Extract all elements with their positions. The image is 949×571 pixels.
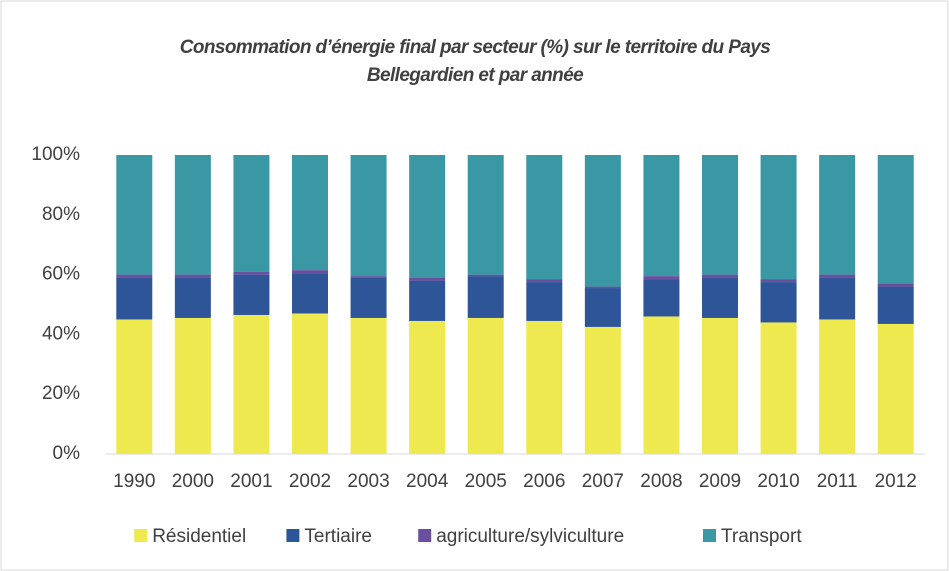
legend-swatch [418,529,432,542]
bar-segment [233,274,270,315]
bar-segment [116,155,153,275]
x-tick-label: 2002 [289,471,331,492]
bar-segment [292,313,328,454]
bar-segment [350,155,387,277]
bar-segment [819,277,856,320]
legend-swatch [703,529,716,542]
x-tick-label: 2006 [523,471,565,492]
y-tick-label: 40% [42,323,80,344]
x-tick-label: 2005 [465,471,507,492]
bar-segment [350,277,387,318]
bar-segment [467,155,504,275]
bar-segment [292,270,328,274]
x-tick-label: 2004 [406,471,449,492]
bar-segment [174,277,211,318]
bar-segment [819,155,856,275]
bar-segment [409,155,446,278]
bar-segment [877,286,914,324]
bar-segment [584,326,621,454]
y-tick-label: 60% [42,264,80,285]
bar-segment [877,323,914,454]
legend-label: agriculture/sylviculture [436,526,624,547]
bar-segment [819,274,856,278]
x-tick-label: 2011 [817,471,858,492]
bar-segment [643,155,680,277]
bar-segment [116,277,153,320]
bar-segment [702,274,738,278]
bar-segment [760,155,797,280]
bar-segment [584,286,621,289]
bar-segment [467,276,504,318]
x-tick-label: 2007 [582,471,624,492]
bar-segment [233,155,270,272]
x-tick-label: 1990 [113,471,155,492]
bar-segment [877,155,914,284]
bar-segment [643,279,680,317]
legend-swatch [134,529,148,542]
y-tick-label: 20% [42,383,80,404]
bar-segment [526,279,563,283]
bar-segment [174,155,211,275]
bar-segment [526,155,563,280]
bar-segment [409,280,446,321]
bar-segment [292,273,328,314]
bar-segment [467,317,504,454]
legend-swatch [286,529,300,542]
bar-segment [819,319,856,454]
bar-segment [233,271,270,275]
bar-segment [292,155,328,271]
y-tick-label: 100% [31,144,80,165]
bar-segment [760,282,797,323]
legend-label: Tertiaire [304,526,372,547]
bar-segment [584,288,621,327]
bar-segment [174,274,211,278]
x-tick-label: 2001 [230,471,272,492]
bar-segment [174,317,211,454]
legend-label: Résidentiel [152,526,246,547]
x-tick-label: 2008 [640,471,682,492]
y-tick-label: 0% [53,443,81,464]
y-tick-label: 80% [42,204,80,225]
chart-title: Consommation d’énergie final par secteur… [179,37,771,86]
bar-segment [702,277,738,318]
bar-segment [409,277,446,281]
x-tick-label: 2012 [875,471,917,492]
x-tick-label: 2003 [347,471,389,492]
bar-segment [526,320,563,454]
bar-segment [643,316,680,454]
bar-segment [116,274,153,278]
x-tick-label: 2010 [757,471,799,492]
bar-segment [350,317,387,454]
bar-segment [409,320,446,454]
bar-segment [584,155,621,287]
bar-segment [467,274,504,277]
bar-segment [643,276,680,280]
x-tick-label: 2009 [699,471,741,492]
bar-segment [233,314,270,454]
bar-segment [702,155,738,275]
bar-segment [877,283,914,287]
bar-segment [702,317,738,454]
bar-segment [526,282,563,321]
x-tick-label: 2000 [172,471,214,492]
legend-label: Transport [721,526,802,547]
bar-segment [350,276,387,278]
bar-segment [760,279,797,283]
bar-segment [760,322,797,454]
bar-segment [116,319,153,454]
